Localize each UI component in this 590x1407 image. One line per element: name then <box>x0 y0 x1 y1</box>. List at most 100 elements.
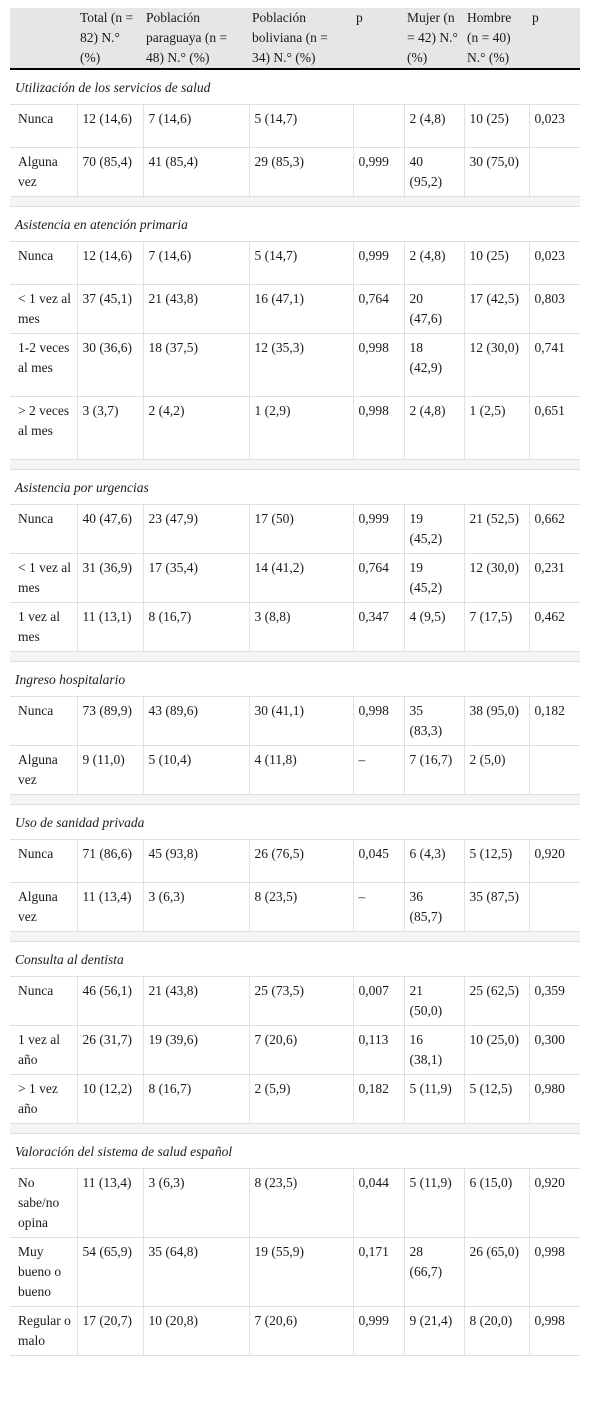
table-cell: 0,764 <box>353 284 405 334</box>
table-cell: 20 (47,6) <box>404 284 465 334</box>
spacer-cell <box>10 931 580 942</box>
table-cell: 0,113 <box>353 1025 405 1075</box>
table-cell: 35 (87,5) <box>464 882 530 932</box>
table-cell: 9 (21,4) <box>404 1306 465 1356</box>
spacer-cell <box>10 794 580 805</box>
row-label: Nunca <box>10 976 78 1026</box>
table-cell: 7 (20,6) <box>249 1025 354 1075</box>
table-cell: 0,998 <box>353 696 405 746</box>
section-spacer <box>10 1123 580 1134</box>
table-cell: 10 (25,0) <box>464 1025 530 1075</box>
row-label: Nunca <box>10 504 78 554</box>
table-row: < 1 vez al mes 31 (36,9) 17 (35,4) 14 (41,2… <box>10 553 580 603</box>
table-cell: 5 (14,7) <box>249 104 354 148</box>
table-cell: 0,182 <box>353 1074 405 1124</box>
table-cell: 8 (23,5) <box>249 1168 354 1238</box>
table-cell: 31 (36,9) <box>77 553 144 603</box>
section-title: Uso de sanidad privada <box>10 804 580 840</box>
table-cell: 10 (12,2) <box>77 1074 144 1124</box>
table-cell <box>353 104 405 148</box>
table-cell: 0,998 <box>353 333 405 397</box>
table-cell: 45 (93,8) <box>143 839 250 883</box>
table-row: Nunca 12 (14,6) 7 (14,6) 5 (14,7) 0,999 2 (4,… <box>10 241 580 285</box>
table-cell: 6 (15,0) <box>464 1168 530 1238</box>
table-cell: 5 (14,7) <box>249 241 354 285</box>
table-cell: 0,023 <box>529 104 580 148</box>
table-cell: 40 (95,2) <box>404 147 465 197</box>
table-cell: 12 (30,0) <box>464 553 530 603</box>
table-cell: 21 (43,8) <box>143 284 250 334</box>
section-spacer <box>10 794 580 805</box>
table-cell: 5 (11,9) <box>404 1168 465 1238</box>
table-cell: 40 (47,6) <box>77 504 144 554</box>
table-cell: 16 (47,1) <box>249 284 354 334</box>
table-cell: 2 (5,0) <box>464 745 530 795</box>
table-cell: 0,651 <box>529 396 580 460</box>
table-cell: 0,999 <box>353 241 405 285</box>
table-cell: 46 (56,1) <box>77 976 144 1026</box>
table-cell: 16 (38,1) <box>404 1025 465 1075</box>
section-title: Asistencia por urgencias <box>10 469 580 505</box>
spacer-cell <box>10 459 580 470</box>
row-label: No sabe/no opina <box>10 1168 78 1238</box>
table-cell: 26 (31,7) <box>77 1025 144 1075</box>
header-paraguaya: Población paraguaya (n = 48) N.° (%) <box>143 8 249 70</box>
table-cell: 11 (13,4) <box>77 882 144 932</box>
row-label: 1 vez al año <box>10 1025 78 1075</box>
header-boliviana: Población boliviana (n = 34) N.° (%) <box>249 8 353 70</box>
table-cell: 25 (62,5) <box>464 976 530 1026</box>
table-cell: 10 (25) <box>464 104 530 148</box>
table-cell: 30 (41,1) <box>249 696 354 746</box>
table-cell: 12 (14,6) <box>77 241 144 285</box>
table-cell: 8 (16,7) <box>143 602 250 652</box>
table-cell: 5 (10,4) <box>143 745 250 795</box>
table-cell <box>529 882 580 932</box>
table-cell: 12 (35,3) <box>249 333 354 397</box>
row-label: Nunca <box>10 104 78 148</box>
row-label: Alguna vez <box>10 745 78 795</box>
table-cell: 1 (2,9) <box>249 396 354 460</box>
header-mujer: Mujer (n = 42) N.° (%) <box>404 8 464 70</box>
table-cell: 0,999 <box>353 147 405 197</box>
table-cell: 37 (45,1) <box>77 284 144 334</box>
table-cell: 2 (4,2) <box>143 396 250 460</box>
section-header: Ingreso hospitalario <box>10 661 580 697</box>
section-header: Valoración del sistema de salud español <box>10 1133 580 1169</box>
table-cell: 0,920 <box>529 1168 580 1238</box>
header-p-sex: p <box>529 8 580 70</box>
table-cell: 4 (11,8) <box>249 745 354 795</box>
table-cell: 0,044 <box>353 1168 405 1238</box>
table-row: Nunca 46 (56,1) 21 (43,8) 25 (73,5) 0,007 21 … <box>10 976 580 1026</box>
table-cell: 17 (50) <box>249 504 354 554</box>
row-label: < 1 vez al mes <box>10 284 78 334</box>
spacer-cell <box>10 1123 580 1134</box>
table-cell: 23 (47,9) <box>143 504 250 554</box>
table-cell: 2 (4,8) <box>404 241 465 285</box>
header-hombre: Hombre (n = 40) N.° (%) <box>464 8 529 70</box>
section-header: Asistencia por urgencias <box>10 469 580 505</box>
table-cell: 0,045 <box>353 839 405 883</box>
table-cell: 26 (76,5) <box>249 839 354 883</box>
table-cell: 25 (73,5) <box>249 976 354 1026</box>
section-header: Uso de sanidad privada <box>10 804 580 840</box>
table-cell: 14 (41,2) <box>249 553 354 603</box>
table-cell <box>529 745 580 795</box>
table-row: > 2 veces al mes 3 (3,7) 2 (4,2) 1 (2,9) 0,9… <box>10 396 580 460</box>
section-spacer <box>10 196 580 207</box>
table-row: Alguna vez 11 (13,4) 3 (6,3) 8 (23,5) –36 (8… <box>10 882 580 932</box>
table-cell: 17 (20,7) <box>77 1306 144 1356</box>
table-cell: 18 (37,5) <box>143 333 250 397</box>
table-cell: 36 (85,7) <box>404 882 465 932</box>
table-row: Nunca 12 (14,6) 7 (14,6) 5 (14,7) 2 (4,8) 10 … <box>10 104 580 148</box>
section-header: Utilización de los servicios de salud <box>10 69 580 105</box>
table-cell: 0,023 <box>529 241 580 285</box>
table-row: Nunca 71 (86,6) 45 (93,8) 26 (76,5) 0,045 6 (… <box>10 839 580 883</box>
table-cell: 7 (14,6) <box>143 241 250 285</box>
table-cell: 19 (39,6) <box>143 1025 250 1075</box>
table-row: 1 vez al año 26 (31,7) 19 (39,6) 7 (20,6) 0,… <box>10 1025 580 1075</box>
table-cell: 21 (43,8) <box>143 976 250 1026</box>
table-cell: 2 (4,8) <box>404 396 465 460</box>
table-cell: 0,182 <box>529 696 580 746</box>
table-cell: 8 (16,7) <box>143 1074 250 1124</box>
table-row: > 1 vez año 10 (12,2) 8 (16,7) 2 (5,9) 0,182… <box>10 1074 580 1124</box>
